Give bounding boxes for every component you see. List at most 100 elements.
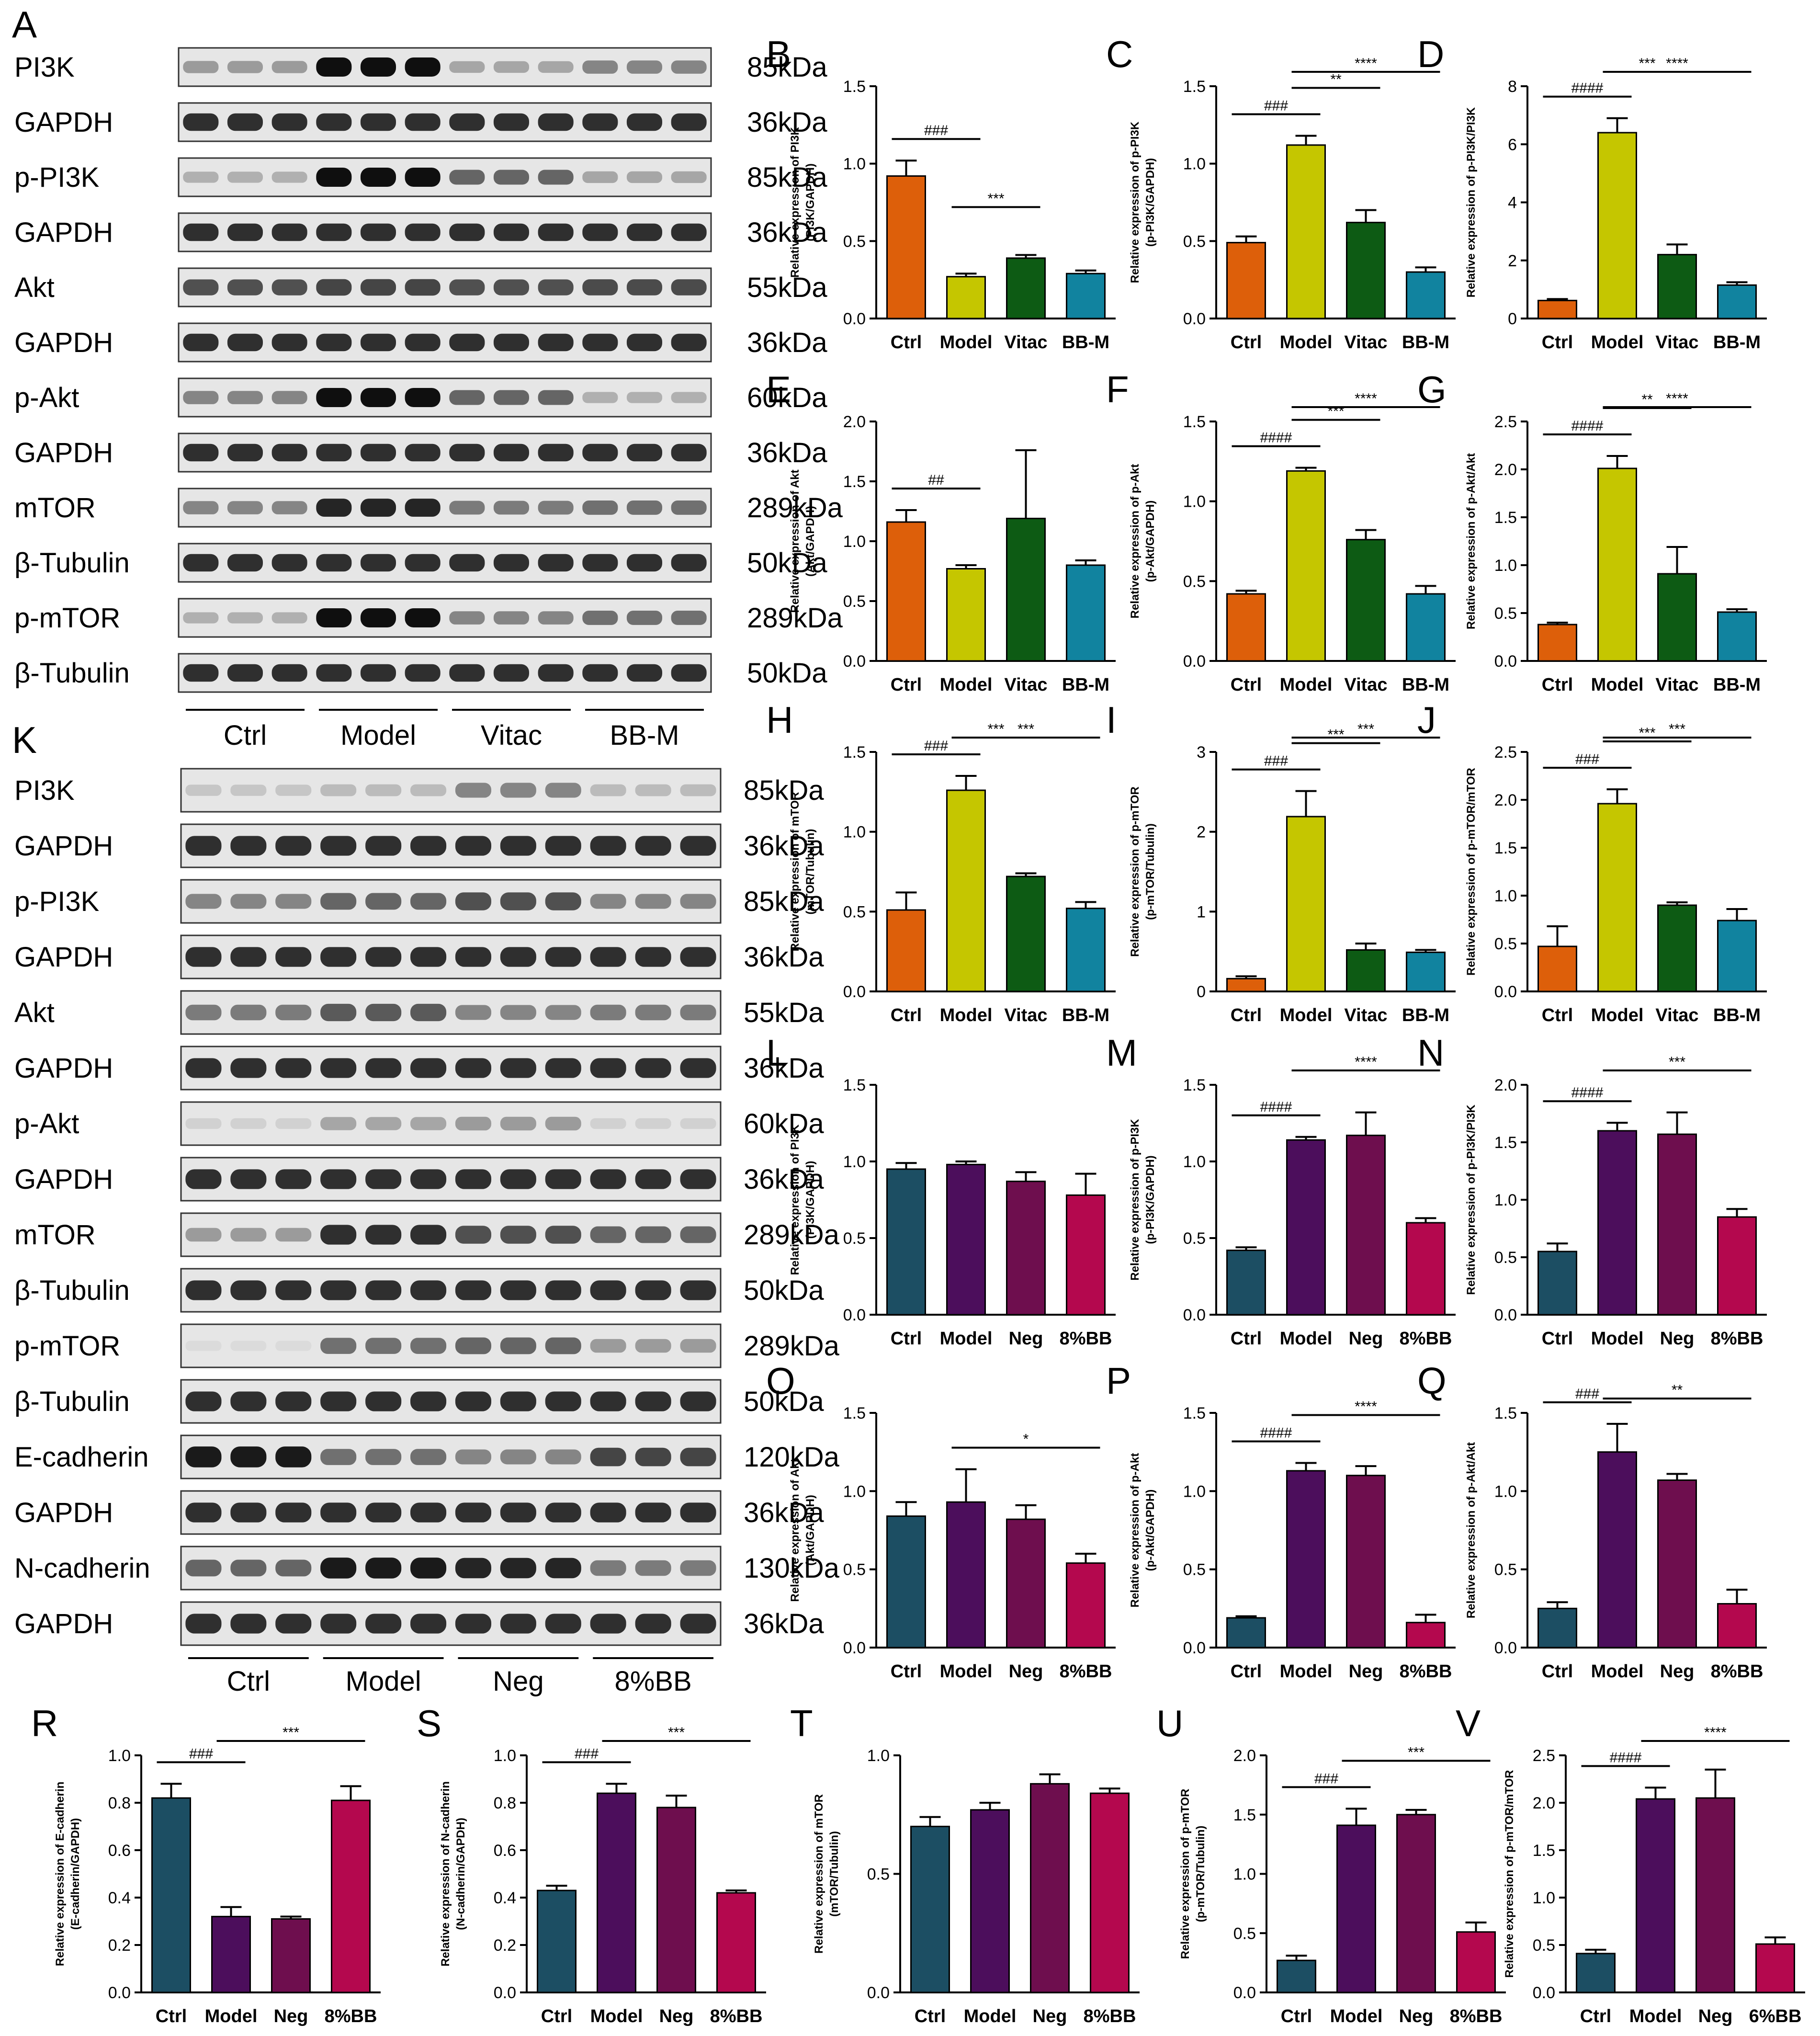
bar-Ctrl [1226, 593, 1266, 662]
bar-Model [1597, 132, 1637, 319]
y-tick-label: 0.5 [843, 1561, 866, 1579]
band [455, 783, 491, 798]
y-tick-label: 2 [1508, 252, 1517, 270]
band [405, 168, 441, 187]
x-tick-label: BB-M [1713, 1005, 1761, 1025]
chart-E: E 0.0 0.5 1.0 1.5 2.0 Relative expression of A… [766, 368, 1116, 695]
bar-Model [1286, 1470, 1326, 1649]
band [185, 1058, 222, 1078]
blot-row-0: PI3K 85kDa [14, 768, 824, 813]
x-tick-label: BB-M [1402, 1005, 1449, 1025]
band [227, 501, 263, 514]
blot-strip [180, 1601, 722, 1646]
band [275, 1058, 312, 1078]
significance-label: **** [1355, 1054, 1377, 1070]
blot-row-3: GAPDH 36kDa [14, 934, 824, 979]
x-tick-label: BB-M [1713, 675, 1761, 695]
band [320, 836, 357, 856]
y-tick-label: 0.5 [1183, 572, 1206, 591]
y-tick-label: 1.5 [843, 78, 866, 96]
band [230, 1341, 267, 1351]
band [365, 1225, 402, 1245]
band [365, 893, 402, 910]
molecular-weight-label: 85kDa [744, 775, 824, 806]
blot-strip [180, 879, 722, 924]
y-tick-label: 0.0 [1183, 1306, 1206, 1324]
band [538, 390, 574, 405]
band [275, 1004, 312, 1021]
bar-Neg [1696, 1797, 1735, 1993]
bar-Vitac [1657, 254, 1697, 319]
band [183, 113, 219, 131]
bar-Model [1286, 1139, 1326, 1316]
bar-8%BB [331, 1799, 371, 1993]
y-tick-label: 1.5 [1494, 1134, 1517, 1152]
band [360, 57, 396, 77]
molecular-weight-label: 60kDa [744, 1108, 824, 1139]
y-tick-label: 1.0 [1233, 1865, 1256, 1884]
significance-label: ### [189, 1746, 213, 1762]
band [455, 1005, 491, 1020]
x-tick-label: Vitac [1004, 1005, 1047, 1025]
panel-letter: I [1106, 699, 1117, 741]
blot-strip [178, 488, 712, 528]
molecular-weight-label: 130kDa [744, 1553, 840, 1584]
x-tick-label: 8%BB [1060, 1329, 1112, 1349]
x-tick-label: Ctrl [1542, 1329, 1573, 1349]
band [500, 947, 536, 967]
band [545, 947, 581, 967]
protein-label: PI3K [14, 52, 75, 83]
band [582, 60, 618, 74]
significance-label: *** [283, 1725, 299, 1740]
bar-6%BB [1755, 1943, 1795, 1993]
band [275, 836, 312, 856]
chart-B: B 0.0 0.5 1.0 1.5 Relative expression of PI3K… [766, 33, 1116, 353]
band [405, 279, 441, 296]
band [275, 1169, 312, 1189]
x-tick-label: Model [964, 2006, 1017, 2026]
band [183, 333, 219, 352]
band [320, 1003, 357, 1022]
bar-Model [1597, 1130, 1637, 1316]
y-tick-label: 3 [1197, 743, 1206, 762]
band [360, 388, 396, 407]
bar-Ctrl [1226, 1617, 1266, 1649]
band [275, 947, 312, 967]
band [590, 1502, 626, 1523]
bar-Neg [656, 1807, 696, 1993]
band [410, 836, 447, 856]
molecular-weight-label: 50kDa [747, 658, 827, 689]
x-tick-label: 8%BB [1400, 1329, 1452, 1349]
blot-row-9: β-Tubulin 50kDa [14, 543, 827, 583]
band [410, 784, 447, 796]
panel-letter: K [12, 719, 37, 761]
x-tick-label: Vitac [1344, 675, 1387, 695]
band [671, 113, 707, 131]
y-tick-label: 1.5 [1183, 1404, 1206, 1422]
blot-strip [178, 432, 712, 473]
x-tick-label: Model [1591, 1005, 1644, 1025]
band [582, 444, 618, 462]
band [410, 1558, 447, 1579]
band [680, 894, 716, 909]
band [275, 785, 312, 796]
y-tick-label: 0.5 [843, 1229, 866, 1248]
y-tick-label: 2.0 [843, 413, 866, 431]
protein-label: β-Tubulin [14, 1386, 130, 1417]
x-tick-label: Ctrl [1231, 332, 1262, 353]
bar-8%BB [1066, 1562, 1106, 1649]
protein-label: β-Tubulin [14, 658, 130, 689]
y-tick-label: 0.0 [843, 1639, 866, 1657]
significance-label: *** [1408, 1744, 1424, 1760]
band [275, 1228, 312, 1242]
bar-Vitac [1657, 573, 1697, 662]
significance-label: *** [987, 721, 1004, 737]
band [275, 1614, 312, 1634]
y-tick-label: 1.5 [1494, 509, 1517, 527]
band [455, 1116, 491, 1131]
band [183, 223, 219, 241]
x-tick-label: Model [1591, 1329, 1644, 1349]
y-tick-label: 4 [1508, 194, 1517, 212]
y-tick-label: 1.5 [1533, 1842, 1555, 1860]
band [320, 1280, 357, 1300]
